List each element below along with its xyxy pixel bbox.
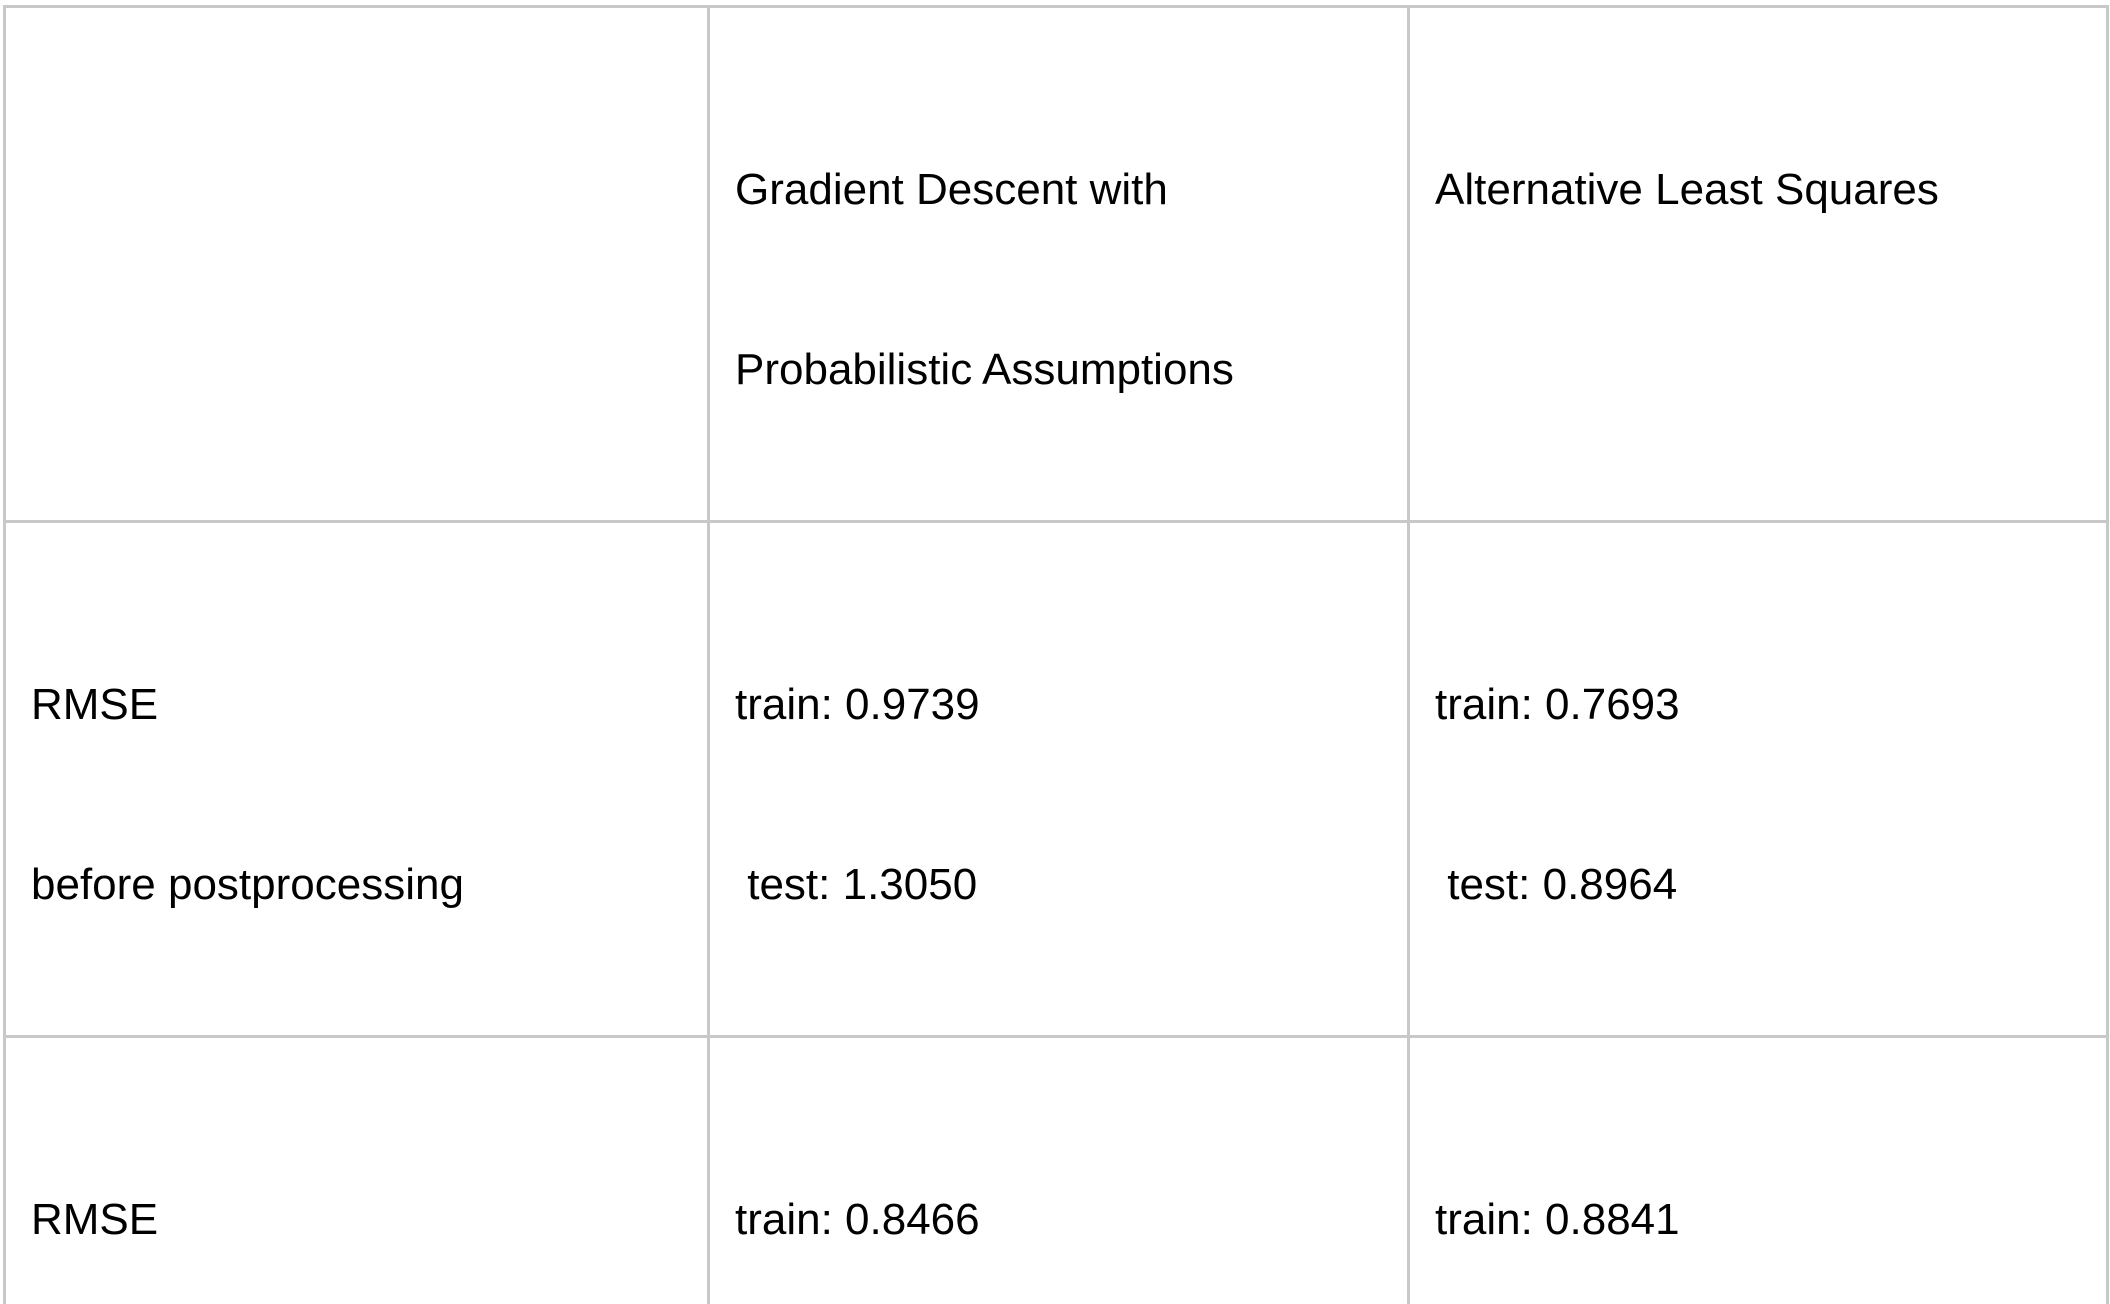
header-cell-gradient-descent: Gradient Descent with Probabilistic Assu…	[709, 7, 1409, 522]
header-text: Alternative Least Squares	[1435, 160, 2081, 220]
value-text: train: 0.8466	[735, 1190, 1382, 1250]
table-row: RMSE before postprocessing train: 0.9739…	[5, 522, 2108, 1037]
value-text: train: 0.7693	[1435, 675, 2081, 735]
value-cell-gradient-descent: train: 0.8466 test: 0.9239	[709, 1037, 1409, 1304]
row-label-text: before postprocessing	[31, 855, 682, 915]
header-text: Gradient Descent with	[735, 160, 1382, 220]
corner-cell	[5, 7, 709, 522]
header-cell-als: Alternative Least Squares	[1409, 7, 2108, 522]
value-text: train: 0.9739	[735, 675, 1382, 735]
value-text: train: 0.8841	[1435, 1190, 2081, 1250]
row-label-text: RMSE	[31, 1190, 682, 1250]
value-cell-als: train: 0.7693 test: 0.8964	[1409, 522, 2108, 1037]
row-label-cell: RMSE before postprocessing	[5, 522, 709, 1037]
value-cell-als: train: 0.8841 test : 0.9561	[1409, 1037, 2108, 1304]
value-text: test: 1.3050	[735, 855, 1382, 915]
row-label-text: RMSE	[31, 675, 682, 735]
results-table: Gradient Descent with Probabilistic Assu…	[3, 5, 2109, 1304]
header-text: Probabilistic Assumptions	[735, 340, 1382, 400]
value-text: test: 0.8964	[1435, 855, 2081, 915]
value-cell-gradient-descent: train: 0.9739 test: 1.3050	[709, 522, 1409, 1037]
row-label-cell: RMSE after postprocessing	[5, 1037, 709, 1304]
header-row: Gradient Descent with Probabilistic Assu…	[5, 7, 2108, 522]
table-row: RMSE after postprocessing train: 0.8466 …	[5, 1037, 2108, 1304]
